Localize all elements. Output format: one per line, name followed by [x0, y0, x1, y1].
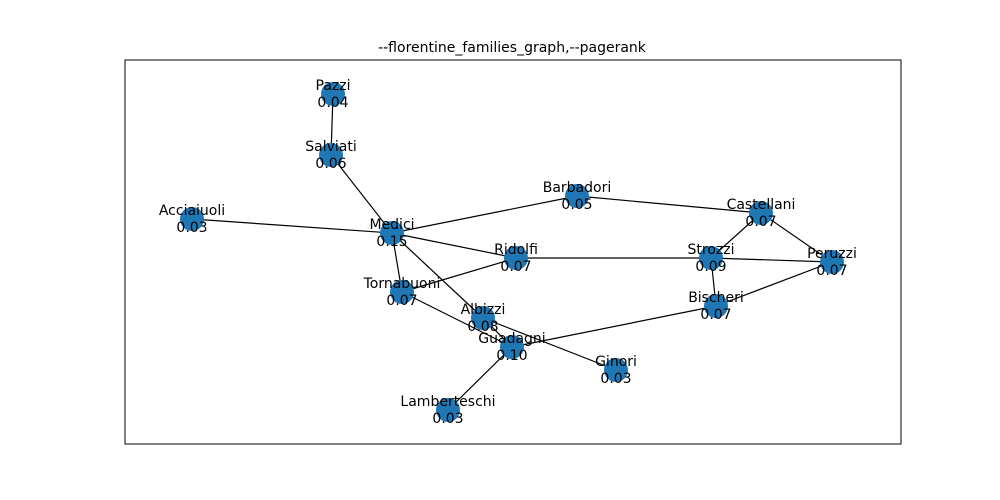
node-name-medici: Medici — [369, 217, 414, 233]
node-value-castellani: 0.07 — [745, 214, 776, 230]
node-name-peruzzi: Peruzzi — [807, 246, 857, 262]
node-name-salviati: Salviati — [305, 139, 357, 155]
node-value-barbadori: 0.05 — [561, 197, 592, 213]
node-guadagni — [500, 335, 524, 359]
node-value-peruzzi: 0.07 — [816, 263, 847, 279]
edge-medici-barbadori — [391, 195, 578, 234]
edge-castellani-peruzzi — [760, 212, 833, 263]
node-name-albizzi: Albizzi — [461, 302, 506, 318]
edge-medici-ridolfi — [391, 232, 517, 259]
node-name-guadagni: Guadagni — [478, 331, 545, 347]
node-value-pazzi: 0.04 — [317, 95, 348, 111]
node-value-bischeri: 0.07 — [700, 307, 731, 323]
node-albizzi — [471, 306, 495, 330]
node-value-strozzi: 0.09 — [695, 259, 726, 275]
node-peruzzi — [820, 250, 844, 274]
node-value-ginori: 0.03 — [600, 371, 631, 387]
figure-title: --florentine_families_graph,--pagerank — [378, 40, 647, 56]
node-name-lamberteschi: Lamberteschi — [400, 394, 495, 410]
edge-bischeri-guadagni — [511, 305, 717, 348]
edge-salviati-medici — [330, 154, 393, 234]
node-value-tornabuoni: 0.07 — [386, 293, 417, 309]
edge-tornabuoni-guadagni — [401, 291, 513, 348]
node-name-ridolfi: Ridolfi — [494, 242, 538, 258]
node-ridolfi — [504, 246, 528, 270]
node-acciaiuoli — [180, 207, 204, 231]
plot-frame — [124, 59, 902, 445]
node-strozzi — [699, 246, 723, 270]
edge-strozzi-peruzzi — [710, 257, 833, 263]
node-name-barbadori: Barbadori — [543, 180, 612, 196]
node-salviati — [319, 143, 343, 167]
node-name-tornabuoni: Tornabuoni — [363, 276, 441, 292]
node-bischeri — [704, 294, 728, 318]
node-tornabuoni — [390, 280, 414, 304]
node-lamberteschi — [436, 398, 460, 422]
node-name-acciaiuoli: Acciaiuoli — [159, 203, 225, 219]
edge-ridolfi-tornabuoni — [401, 257, 517, 293]
node-name-bischeri: Bischeri — [688, 290, 744, 306]
nodes-layer — [180, 82, 844, 422]
node-name-ginori: Ginori — [595, 354, 637, 370]
node-value-ridolfi: 0.07 — [500, 259, 531, 275]
node-value-albizzi: 0.08 — [467, 319, 498, 335]
node-value-medici: 0.15 — [376, 234, 407, 250]
node-name-pazzi: Pazzi — [316, 78, 351, 94]
node-value-guadagni: 0.10 — [496, 348, 527, 364]
node-ginori — [604, 358, 628, 382]
edge-peruzzi-bischeri — [715, 261, 833, 307]
edge-barbadori-castellani — [576, 195, 762, 214]
node-castellani — [749, 201, 773, 225]
edge-medici-albizzi — [391, 232, 484, 319]
node-barbadori — [565, 184, 589, 208]
node-value-lamberteschi: 0.03 — [432, 411, 463, 427]
node-medici — [380, 221, 404, 245]
edge-acciaiuoli-medici — [191, 218, 393, 234]
edge-albizzi-ginori — [482, 317, 617, 371]
node-pazzi — [321, 82, 345, 106]
node-value-salviati: 0.06 — [315, 156, 346, 172]
edge-guadagni-lamberteschi — [447, 346, 513, 411]
node-name-strozzi: Strozzi — [688, 242, 735, 258]
node-name-castellani: Castellani — [727, 197, 796, 213]
node-value-acciaiuoli: 0.03 — [176, 220, 207, 236]
